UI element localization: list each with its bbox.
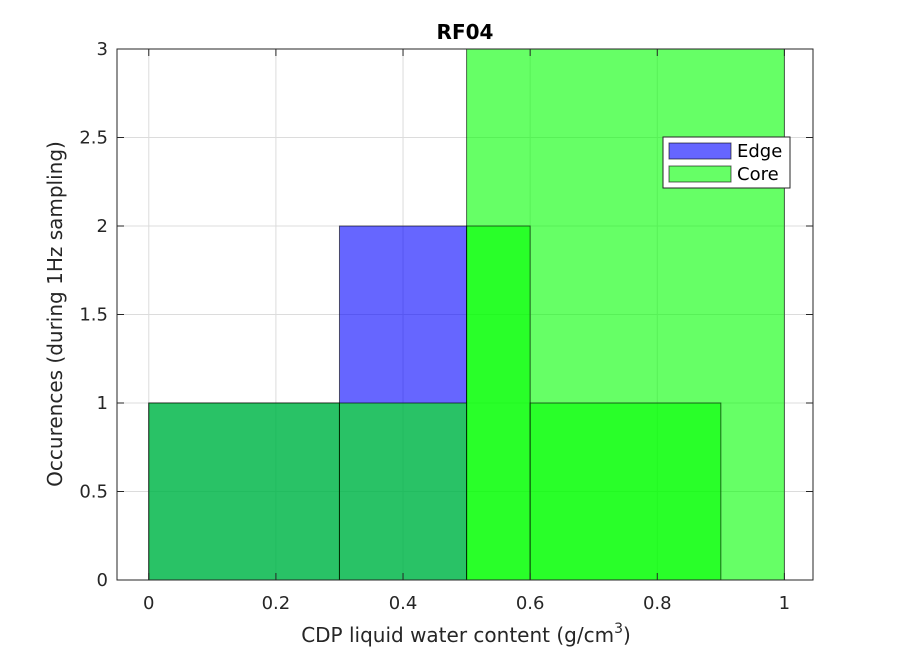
- x-tick-label-4: 0.8: [643, 593, 672, 614]
- y-tick-label-0: 0: [97, 570, 108, 591]
- chart-title: RF04: [437, 20, 494, 44]
- bar-core-2: [466, 225, 531, 581]
- y-tick-label-3: 1.5: [79, 305, 108, 326]
- y-tick-label-6: 3: [97, 39, 108, 60]
- y-tick-label-4: 2: [97, 216, 108, 237]
- x-tick-label-2: 0.4: [389, 593, 418, 614]
- legend-label-edge: Edge: [737, 141, 782, 162]
- legend-swatch-edge: [668, 142, 732, 160]
- y-tick-label-2: 1: [97, 393, 108, 414]
- y-axis-label: Occurences (during 1Hz sampling): [43, 141, 67, 487]
- bar-core-0: [148, 402, 340, 581]
- x-tick-label-5: 1: [779, 593, 790, 614]
- bar-core-1: [338, 402, 468, 581]
- x-axis-label-superscript: 3: [614, 621, 623, 637]
- legend-swatch-core: [668, 165, 732, 183]
- x-tick-label-1: 0.2: [262, 593, 291, 614]
- y-tick-label-5: 2.5: [79, 128, 108, 149]
- x-axis-label-main: CDP liquid water content (g/cm: [301, 623, 614, 647]
- y-tick-label-1: 0.5: [79, 482, 108, 503]
- axes: [116, 48, 814, 581]
- bar-core-3: [529, 402, 722, 581]
- x-tick-label-0: 0: [143, 593, 154, 614]
- x-axis-label-close: ): [623, 623, 631, 647]
- tick-labels: 0 0.2 0.4 0.6 0.8 1 0 0.5 1 1.5 2 2.5 3: [79, 39, 790, 614]
- x-axis-label: CDP liquid water content (g/cm3): [301, 621, 631, 647]
- x-tick-label-3: 0.6: [516, 593, 545, 614]
- legend-label-core: Core: [737, 164, 779, 185]
